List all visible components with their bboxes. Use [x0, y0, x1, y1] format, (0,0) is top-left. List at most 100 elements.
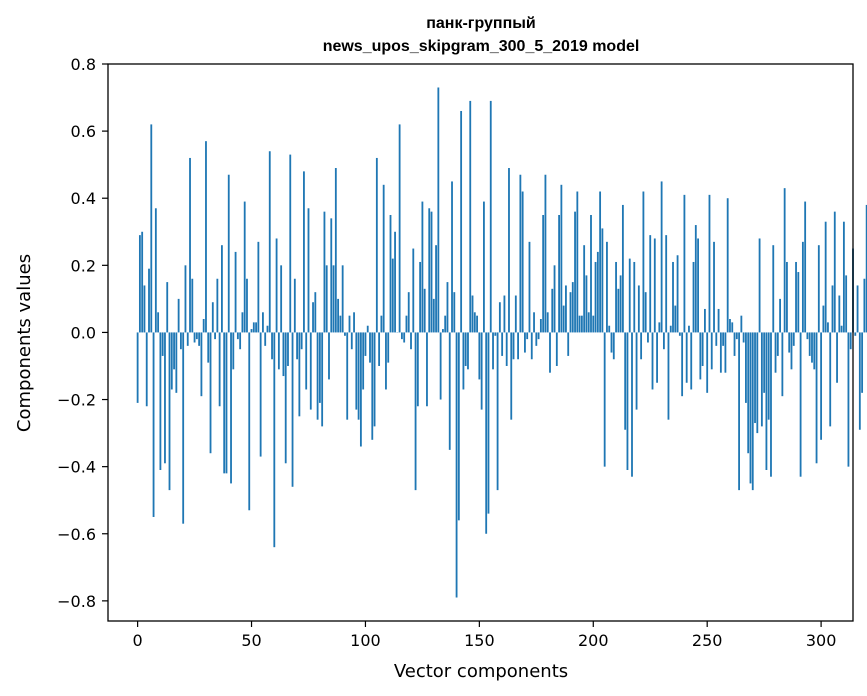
- bar-11: [161, 332, 164, 356]
- bar-198: [587, 312, 590, 333]
- x-axis-label: Vector components: [394, 661, 568, 682]
- bar-295: [808, 332, 811, 356]
- bar-131: [435, 245, 437, 333]
- bar-156: [492, 332, 494, 370]
- bar-256: [719, 332, 722, 373]
- x-tick-label: 300: [806, 631, 837, 650]
- bar-302: [824, 221, 827, 333]
- bar-188: [565, 285, 567, 333]
- bar-71: [298, 332, 301, 417]
- bar-85: [330, 218, 333, 333]
- bar-12: [164, 332, 166, 464]
- bar-305: [831, 285, 834, 333]
- bar-267: [745, 332, 747, 403]
- bar-273: [758, 238, 761, 333]
- bar-299: [817, 245, 820, 333]
- bar-252: [710, 332, 713, 370]
- bar-139: [453, 292, 456, 333]
- bar-218: [633, 261, 636, 333]
- bar-291: [799, 332, 802, 477]
- x-tick-label: 150: [464, 631, 495, 650]
- y-tick-label: −0.6: [57, 525, 96, 544]
- bar-78: [314, 292, 317, 333]
- bar-235: [672, 261, 674, 333]
- bar-141: [457, 332, 460, 521]
- bar-204: [601, 228, 604, 333]
- bar-157: [494, 332, 497, 336]
- bar-285: [786, 261, 788, 333]
- bar-257: [722, 332, 725, 346]
- bar-17: [175, 332, 178, 393]
- bar-48: [246, 278, 248, 333]
- bar-155: [489, 100, 492, 333]
- bar-183: [553, 265, 556, 333]
- bar-199: [590, 214, 592, 333]
- bar-244: [692, 261, 695, 333]
- bar-142: [460, 110, 463, 333]
- chart-title-line-1: панк-группый: [426, 15, 536, 32]
- bar-160: [501, 332, 504, 356]
- bar-148: [473, 312, 476, 333]
- bar-296: [811, 332, 813, 363]
- bar-49: [248, 332, 251, 511]
- bar-271: [754, 332, 756, 424]
- bar-171: [526, 332, 529, 340]
- bar-173: [530, 332, 533, 360]
- bar-107: [380, 315, 383, 333]
- bar-0: [136, 332, 139, 403]
- bar-269: [749, 332, 752, 484]
- bar-145: [467, 332, 469, 370]
- bar-310: [842, 221, 845, 333]
- bar-317: [858, 332, 861, 430]
- bar-224: [647, 332, 649, 343]
- bar-181: [549, 332, 551, 373]
- bar-161: [503, 295, 506, 333]
- bar-9: [157, 312, 160, 333]
- bar-201: [594, 261, 597, 333]
- y-tick-label: 0.4: [71, 189, 96, 208]
- bar-205: [603, 332, 606, 467]
- bar-234: [669, 325, 672, 333]
- bar-208: [610, 332, 613, 353]
- bar-92: [346, 332, 349, 420]
- bar-243: [690, 332, 693, 390]
- bar-226: [651, 332, 654, 390]
- bar-210: [615, 261, 617, 333]
- bar-83: [325, 265, 328, 333]
- bar-111: [389, 214, 392, 333]
- bar-288: [792, 332, 795, 346]
- bar-297: [813, 332, 816, 370]
- bar-56: [264, 332, 267, 346]
- bar-151: [480, 332, 483, 410]
- bar-120: [410, 332, 412, 350]
- bar-186: [560, 184, 563, 333]
- bar-207: [608, 325, 611, 333]
- bar-115: [398, 124, 401, 333]
- bar-72: [300, 332, 303, 350]
- bar-277: [767, 332, 770, 420]
- bar-228: [656, 332, 658, 383]
- plot-area-frame: [107, 63, 854, 622]
- bar-162: [505, 332, 508, 366]
- bar-125: [421, 201, 424, 333]
- bar-15: [170, 332, 173, 390]
- bar-196: [583, 245, 586, 333]
- bar-26: [195, 332, 198, 340]
- bar-246: [697, 238, 699, 333]
- bar-40: [227, 174, 230, 333]
- bar-248: [701, 332, 704, 366]
- x-tick-label: 0: [133, 631, 143, 650]
- bar-69: [293, 278, 296, 333]
- bar-5: [148, 268, 150, 333]
- bar-140: [455, 332, 458, 598]
- bar-239: [681, 332, 684, 397]
- bar-82: [323, 211, 326, 333]
- bar-102: [369, 332, 371, 363]
- bar-129: [430, 211, 433, 333]
- bar-293: [804, 201, 807, 333]
- bar-190: [569, 292, 572, 333]
- bar-99: [362, 332, 365, 390]
- y-axis-ticks: −0.8 −0.6 −0.4 −0.2 0.0 0.2 0.4 0.6 0.8: [57, 55, 108, 611]
- bar-38: [223, 332, 226, 474]
